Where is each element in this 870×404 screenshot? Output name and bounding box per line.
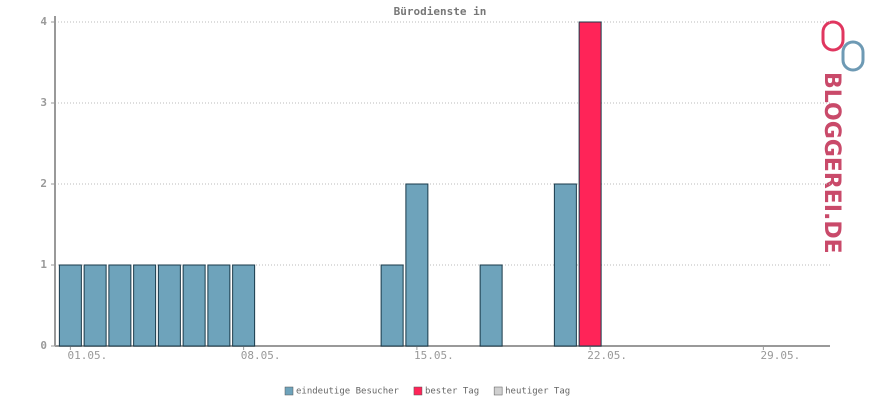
bar [133, 264, 157, 347]
legend-label: bester Tag [425, 387, 479, 397]
x-tick-label: 22.05. [587, 349, 627, 362]
legend-swatch [493, 386, 503, 396]
legend-label: eindeutige Besucher [296, 387, 400, 397]
legend-label: heutiger Tag [505, 387, 570, 397]
logo-icon [821, 20, 865, 72]
x-tick-label: 01.05. [68, 349, 108, 362]
bar [232, 264, 256, 347]
bar [83, 264, 107, 347]
legend-swatch [284, 386, 294, 396]
bar [405, 183, 429, 347]
y-tick-label: 4 [40, 15, 47, 28]
bar [578, 21, 602, 347]
y-tick-label: 2 [40, 177, 47, 190]
bar [157, 264, 181, 347]
legend-swatch [413, 386, 423, 396]
y-tick-label: 3 [40, 96, 47, 109]
x-tick-label: 15.05. [414, 349, 454, 362]
x-tick-label: 08.05. [241, 349, 281, 362]
y-tick-label: 0 [40, 339, 47, 352]
logo-text: BLOGGEREI.DE [819, 72, 844, 254]
bar [479, 264, 503, 347]
y-tick-label: 1 [40, 258, 47, 271]
bar [182, 264, 206, 347]
chart-title: Bürodienste in [394, 5, 487, 18]
x-tick-label: 29.05. [761, 349, 801, 362]
bar [58, 264, 82, 347]
bar [108, 264, 132, 347]
bar [553, 183, 577, 347]
bar [207, 264, 231, 347]
bar [380, 264, 404, 347]
